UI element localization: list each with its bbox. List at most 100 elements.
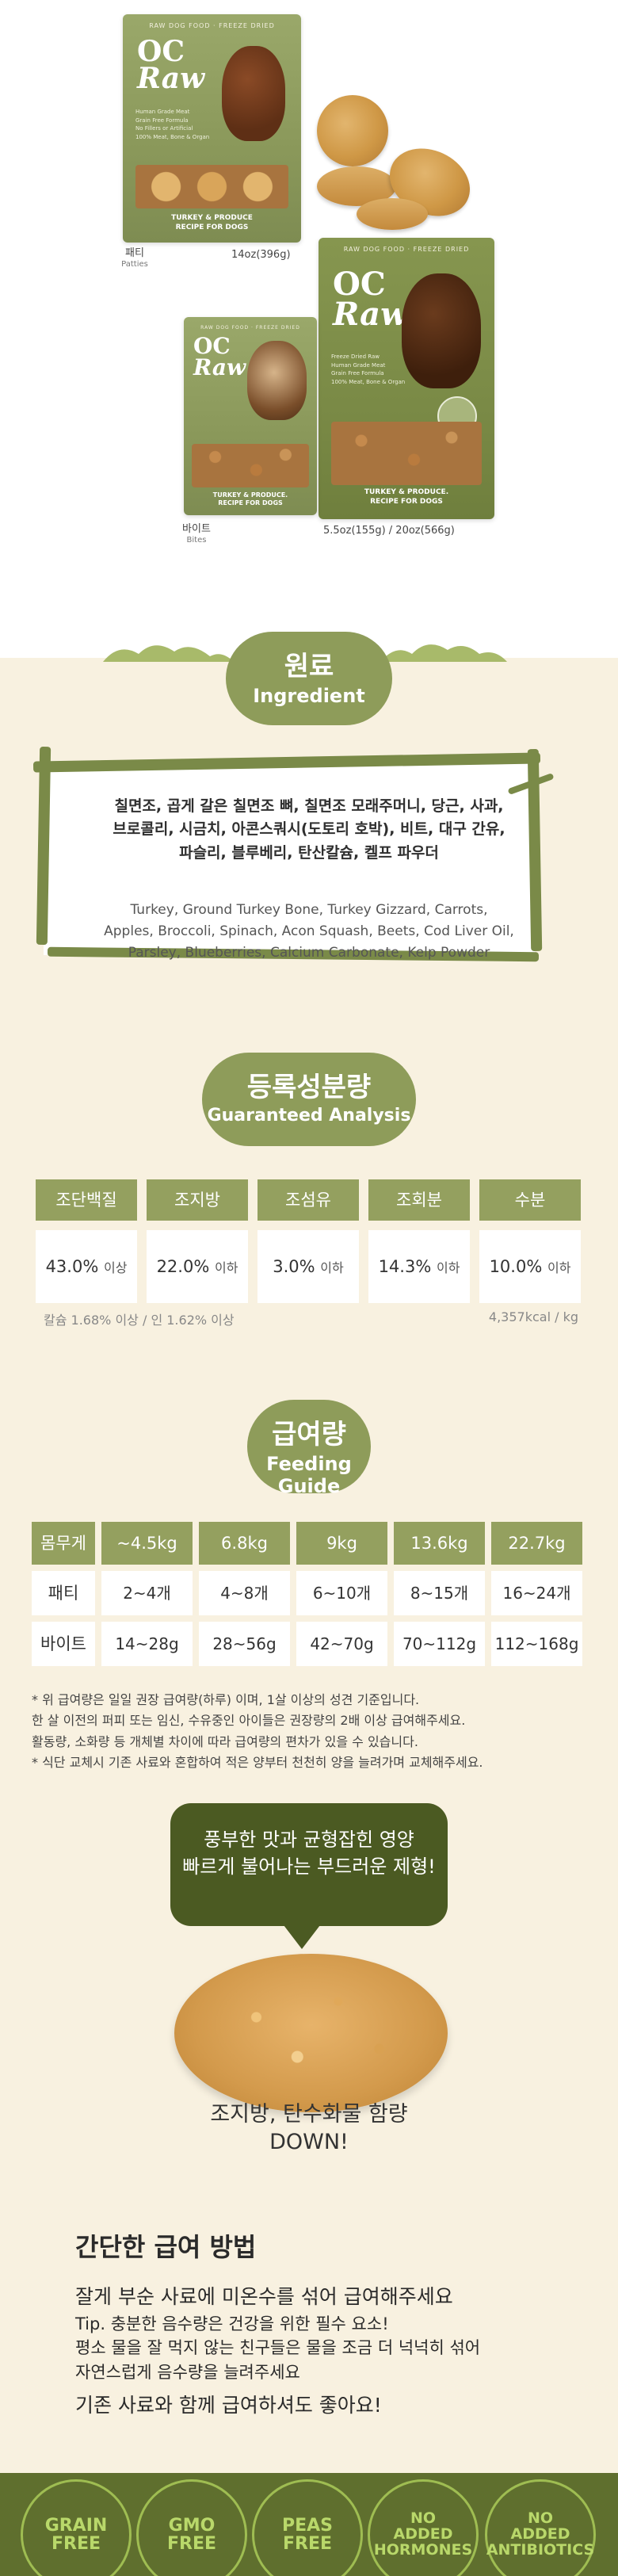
- badge-line: FREE: [282, 2534, 333, 2554]
- no-antibiotics-badge: NO ADDED ANTIBIOTICS: [485, 2479, 596, 2576]
- ingredient-en-line: Turkey, Ground Turkey Bone, Turkey Gizza…: [130, 902, 488, 918]
- bag-logo-line1: OC: [193, 333, 231, 359]
- analysis-value: 43.0%: [45, 1257, 99, 1276]
- peas-free-badge: PEAS FREE: [252, 2479, 363, 2576]
- ingredient-title-ko: 원료: [284, 651, 334, 682]
- analysis-unit: 이상: [103, 1260, 128, 1275]
- analysis-unit: 이하: [547, 1260, 571, 1275]
- feeding-cell: 8~15개: [394, 1571, 485, 1615]
- bubble-line: 빠르게 불어나는 부드러운 제형!: [182, 1855, 436, 1878]
- no-hormones-badge: NO ADDED HORMONES: [368, 2479, 479, 2576]
- analysis-footnote-left: 칼슘 1.68% 이상 / 인 1.62% 이상: [44, 1313, 235, 1328]
- bag-brand-text: RAW DOG FOOD · FREEZE DRIED: [149, 22, 275, 29]
- bag-bullet: 100% Meat, Bone & Organ: [135, 133, 210, 140]
- bag-logo-line1: OC: [137, 35, 185, 68]
- speech-bubble: 풍부한 맛과 균형잡힌 영양 빠르게 불어나는 부드러운 제형!: [170, 1803, 448, 1926]
- bag-bullet: Human Grade Meat: [135, 109, 190, 115]
- feeding-cell: 42~70g: [296, 1622, 387, 1666]
- feeding-note: * 위 급여량은 일일 권장 급여량(하루) 이며, 1살 이상의 성견 기준입…: [32, 1692, 420, 1707]
- badge-line: NO: [410, 2509, 437, 2528]
- feeding-weight-cell: 22.7kg: [491, 1522, 582, 1565]
- bites-size: 5.5oz(155g) / 20oz(566g): [323, 525, 455, 537]
- method-tip-line: 자연스럽게 음수량을 늘려주세요: [75, 2362, 300, 2382]
- patty-piece-image: [357, 198, 428, 230]
- ingredient-box: [44, 761, 535, 955]
- bag-recipe-line1: TURKEY & PRODUCE.: [212, 491, 288, 499]
- bag-bullet: 100% Meat, Bone & Organ: [331, 378, 406, 385]
- feeding-title-en: Feeding Guide: [266, 1453, 352, 1497]
- bubble-line: 풍부한 맛과 균형잡힌 영양: [204, 1829, 414, 1851]
- badge-line: FREE: [51, 2534, 101, 2554]
- feeding-weight-cell: 13.6kg: [394, 1522, 485, 1565]
- bag-logo: OC Raw: [333, 266, 408, 333]
- feeding-row-label: 바이트: [32, 1622, 95, 1666]
- bag-recipe-line1: TURKEY & PRODUCE.: [364, 488, 449, 496]
- method-title: 간단한 급여 방법: [75, 2232, 257, 2262]
- feeding-cell: 16~24개: [491, 1571, 582, 1615]
- analysis-value: 22.0%: [156, 1257, 210, 1276]
- bag-bullet: Grain Free Formula: [135, 117, 189, 124]
- bag-recipe-line2: RECIPE FOR DOGS: [175, 223, 249, 231]
- feeding-weight-cell: 6.8kg: [199, 1522, 290, 1565]
- badge-line: FREE: [166, 2534, 217, 2554]
- feeding-row-label: 패티: [32, 1571, 95, 1615]
- feeding-cell: 14~28g: [101, 1622, 193, 1666]
- feeding-weight-label: 몸무게: [32, 1522, 95, 1565]
- bag-logo-line1: OC: [333, 266, 386, 303]
- bites-small-bag-image: RAW DOG FOOD · FREEZE DRIED OC Raw TURKE…: [184, 317, 317, 515]
- analysis-title-ko: 등록성분량: [246, 1072, 372, 1103]
- patties-caption: 패티 Patties: [119, 247, 151, 269]
- ingredient-en-line: Parsley, Blueberries, Calcium Carbonate,…: [128, 945, 490, 961]
- patty-piece-image: [317, 95, 388, 166]
- ingredient-title-en: Ingredient: [253, 685, 365, 707]
- analysis-header-cell: 조섬유: [258, 1179, 359, 1221]
- feeding-cell: 70~112g: [394, 1622, 485, 1666]
- analysis-unit: 이하: [320, 1260, 344, 1275]
- method-main-text: 기존 사료와 함께 급여하셔도 좋아요!: [75, 2394, 382, 2417]
- kibble-window: [331, 422, 482, 485]
- bag-recipe-line2: RECIPE FOR DOGS: [218, 499, 283, 507]
- feeding-note: 한 살 이전의 퍼피 또는 임신, 수유중인 아이들은 권장량의 2배 이상 급…: [32, 1713, 466, 1729]
- analysis-value-cell: 22.0% 이하: [147, 1230, 248, 1303]
- bag-bullets: Human Grade Meat Grain Free Formula No F…: [135, 108, 209, 141]
- analysis-value: 10.0%: [489, 1257, 543, 1276]
- feeding-notes: * 위 급여량은 일일 권장 급여량(하루) 이며, 1살 이상의 성견 기준입…: [32, 1690, 602, 1774]
- analysis-unit: 이하: [436, 1260, 460, 1275]
- gmo-free-badge: GMO FREE: [136, 2479, 247, 2576]
- analysis-value: 14.3%: [378, 1257, 432, 1276]
- badge-line: GRAIN: [44, 2515, 108, 2536]
- bites-caption-ko: 바이트: [182, 523, 211, 535]
- down-line: 조지방, 탄수화물 함량: [210, 2102, 408, 2127]
- bag-recipe-line2: RECIPE FOR DOGS: [370, 497, 443, 506]
- ingredient-title-badge: 원료 Ingredient: [226, 632, 392, 725]
- feeding-weight-cell: ~4.5kg: [101, 1522, 193, 1565]
- bag-bullet: No Fillers or Artificial: [135, 125, 193, 132]
- bag-logo-line2: Raw: [193, 354, 246, 380]
- dog-photo: [247, 341, 307, 420]
- bag-logo-line2: Raw: [333, 296, 408, 333]
- bag-bullet: Human Grade Meat: [331, 361, 386, 369]
- feeding-cell: 4~8개: [199, 1571, 290, 1615]
- fat-carb-down-text: 조지방, 탄수화물 함량 DOWN!: [151, 2100, 467, 2156]
- analysis-footnote-right: 4,357kcal / kg: [488, 1309, 578, 1324]
- badge-line: PEAS: [281, 2515, 334, 2536]
- bag-recipe-text: TURKEY & PRODUCE RECIPE FOR DOGS: [123, 214, 301, 232]
- patty-window: [135, 165, 288, 208]
- feeding-note: 활동량, 소화량 등 개체별 차이에 따라 급여량의 편차가 있을 수 있습니다…: [32, 1733, 418, 1749]
- feeding-weight-cell: 9kg: [296, 1522, 387, 1565]
- analysis-value-cell: 10.0% 이하: [479, 1230, 581, 1303]
- analysis-value: 3.0%: [273, 1257, 315, 1276]
- patty-closeup-image: [174, 1954, 448, 2112]
- bag-logo: OC Raw: [193, 333, 246, 380]
- kibble-window: [192, 444, 309, 487]
- bag-brand-text: RAW DOG FOOD · FREEZE DRIED: [343, 246, 470, 253]
- badge-line: ANTIBIOTICS: [486, 2540, 595, 2559]
- method-tip-line: Tip. 충분한 음수량은 건강을 위한 필수 요소!: [75, 2314, 389, 2333]
- feeding-title-ko: 급여량: [272, 1419, 346, 1450]
- bag-bullet: Grain Free Formula: [331, 370, 384, 376]
- speech-bubble-tail: [281, 1922, 322, 1949]
- bag-recipe-line1: TURKEY & PRODUCE: [171, 214, 253, 222]
- method-tip: Tip. 충분한 음수량은 건강을 위한 필수 요소! 평소 물을 잘 먹지 않…: [75, 2312, 582, 2384]
- feeding-cell: 112~168g: [491, 1622, 582, 1666]
- grain-free-badge: GRAIN FREE: [21, 2479, 132, 2576]
